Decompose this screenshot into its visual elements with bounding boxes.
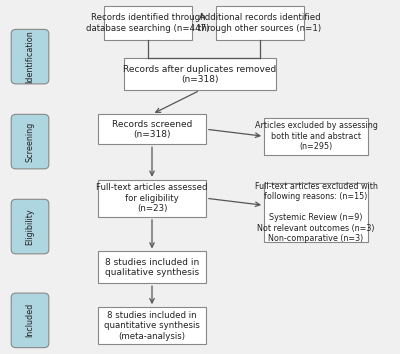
FancyBboxPatch shape [98,180,206,217]
Text: Records after duplicates removed
(n=318): Records after duplicates removed (n=318) [123,65,277,84]
Text: Full-text articles assessed
for eligibility
(n=23): Full-text articles assessed for eligibil… [96,183,208,213]
FancyBboxPatch shape [216,6,304,40]
Text: 8 studies included in
qualitative synthesis: 8 studies included in qualitative synthe… [105,258,199,277]
Text: Full-text articles excluded with
following reasons: (n=15)

Systemic Review (n=9: Full-text articles excluded with followi… [254,182,378,243]
FancyBboxPatch shape [98,114,206,144]
FancyBboxPatch shape [264,183,368,241]
Text: Screening: Screening [26,121,34,162]
Text: 8 studies included in
quantitative synthesis
(meta-analysis): 8 studies included in quantitative synth… [104,311,200,341]
FancyBboxPatch shape [11,199,49,254]
Text: Records screened
(n=318): Records screened (n=318) [112,120,192,139]
Text: Identification: Identification [26,30,34,83]
FancyBboxPatch shape [98,307,206,344]
FancyBboxPatch shape [264,118,368,155]
FancyBboxPatch shape [104,6,192,40]
Text: Articles excluded by assessing
both title and abstract
(n=295): Articles excluded by assessing both titl… [254,121,378,151]
FancyBboxPatch shape [11,293,49,348]
Text: Records identified through
database searching (n=447): Records identified through database sear… [86,13,210,33]
FancyBboxPatch shape [11,29,49,84]
Text: Additional records identified
through other sources (n=1): Additional records identified through ot… [198,13,322,33]
FancyBboxPatch shape [98,251,206,283]
FancyBboxPatch shape [124,58,276,90]
Text: Included: Included [26,303,34,337]
FancyBboxPatch shape [11,114,49,169]
Text: Eligibility: Eligibility [26,208,34,245]
